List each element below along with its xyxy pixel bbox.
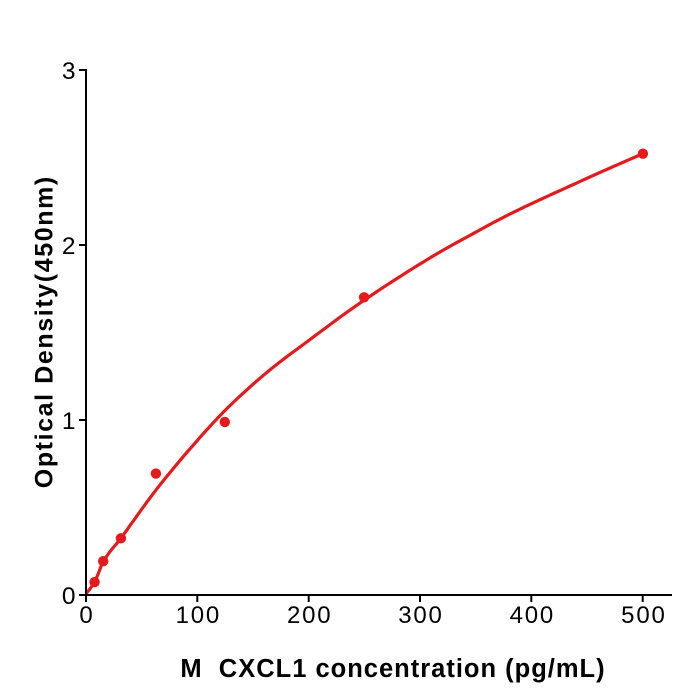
- svg-text:0: 0: [79, 602, 94, 629]
- svg-text:200: 200: [287, 602, 332, 629]
- svg-text:Optical Density(450nm): Optical Density(450nm): [31, 175, 59, 488]
- svg-text:100: 100: [176, 602, 221, 629]
- svg-text:0: 0: [62, 583, 76, 610]
- svg-text:2: 2: [62, 233, 76, 260]
- svg-text:400: 400: [510, 602, 555, 629]
- svg-text:M CXCL1 concentration (pg/mL): M CXCL1 concentration (pg/mL): [180, 655, 605, 683]
- svg-text:500: 500: [621, 602, 666, 629]
- svg-text:3: 3: [62, 58, 76, 85]
- svg-text:300: 300: [398, 602, 443, 629]
- svg-text:1: 1: [62, 408, 76, 435]
